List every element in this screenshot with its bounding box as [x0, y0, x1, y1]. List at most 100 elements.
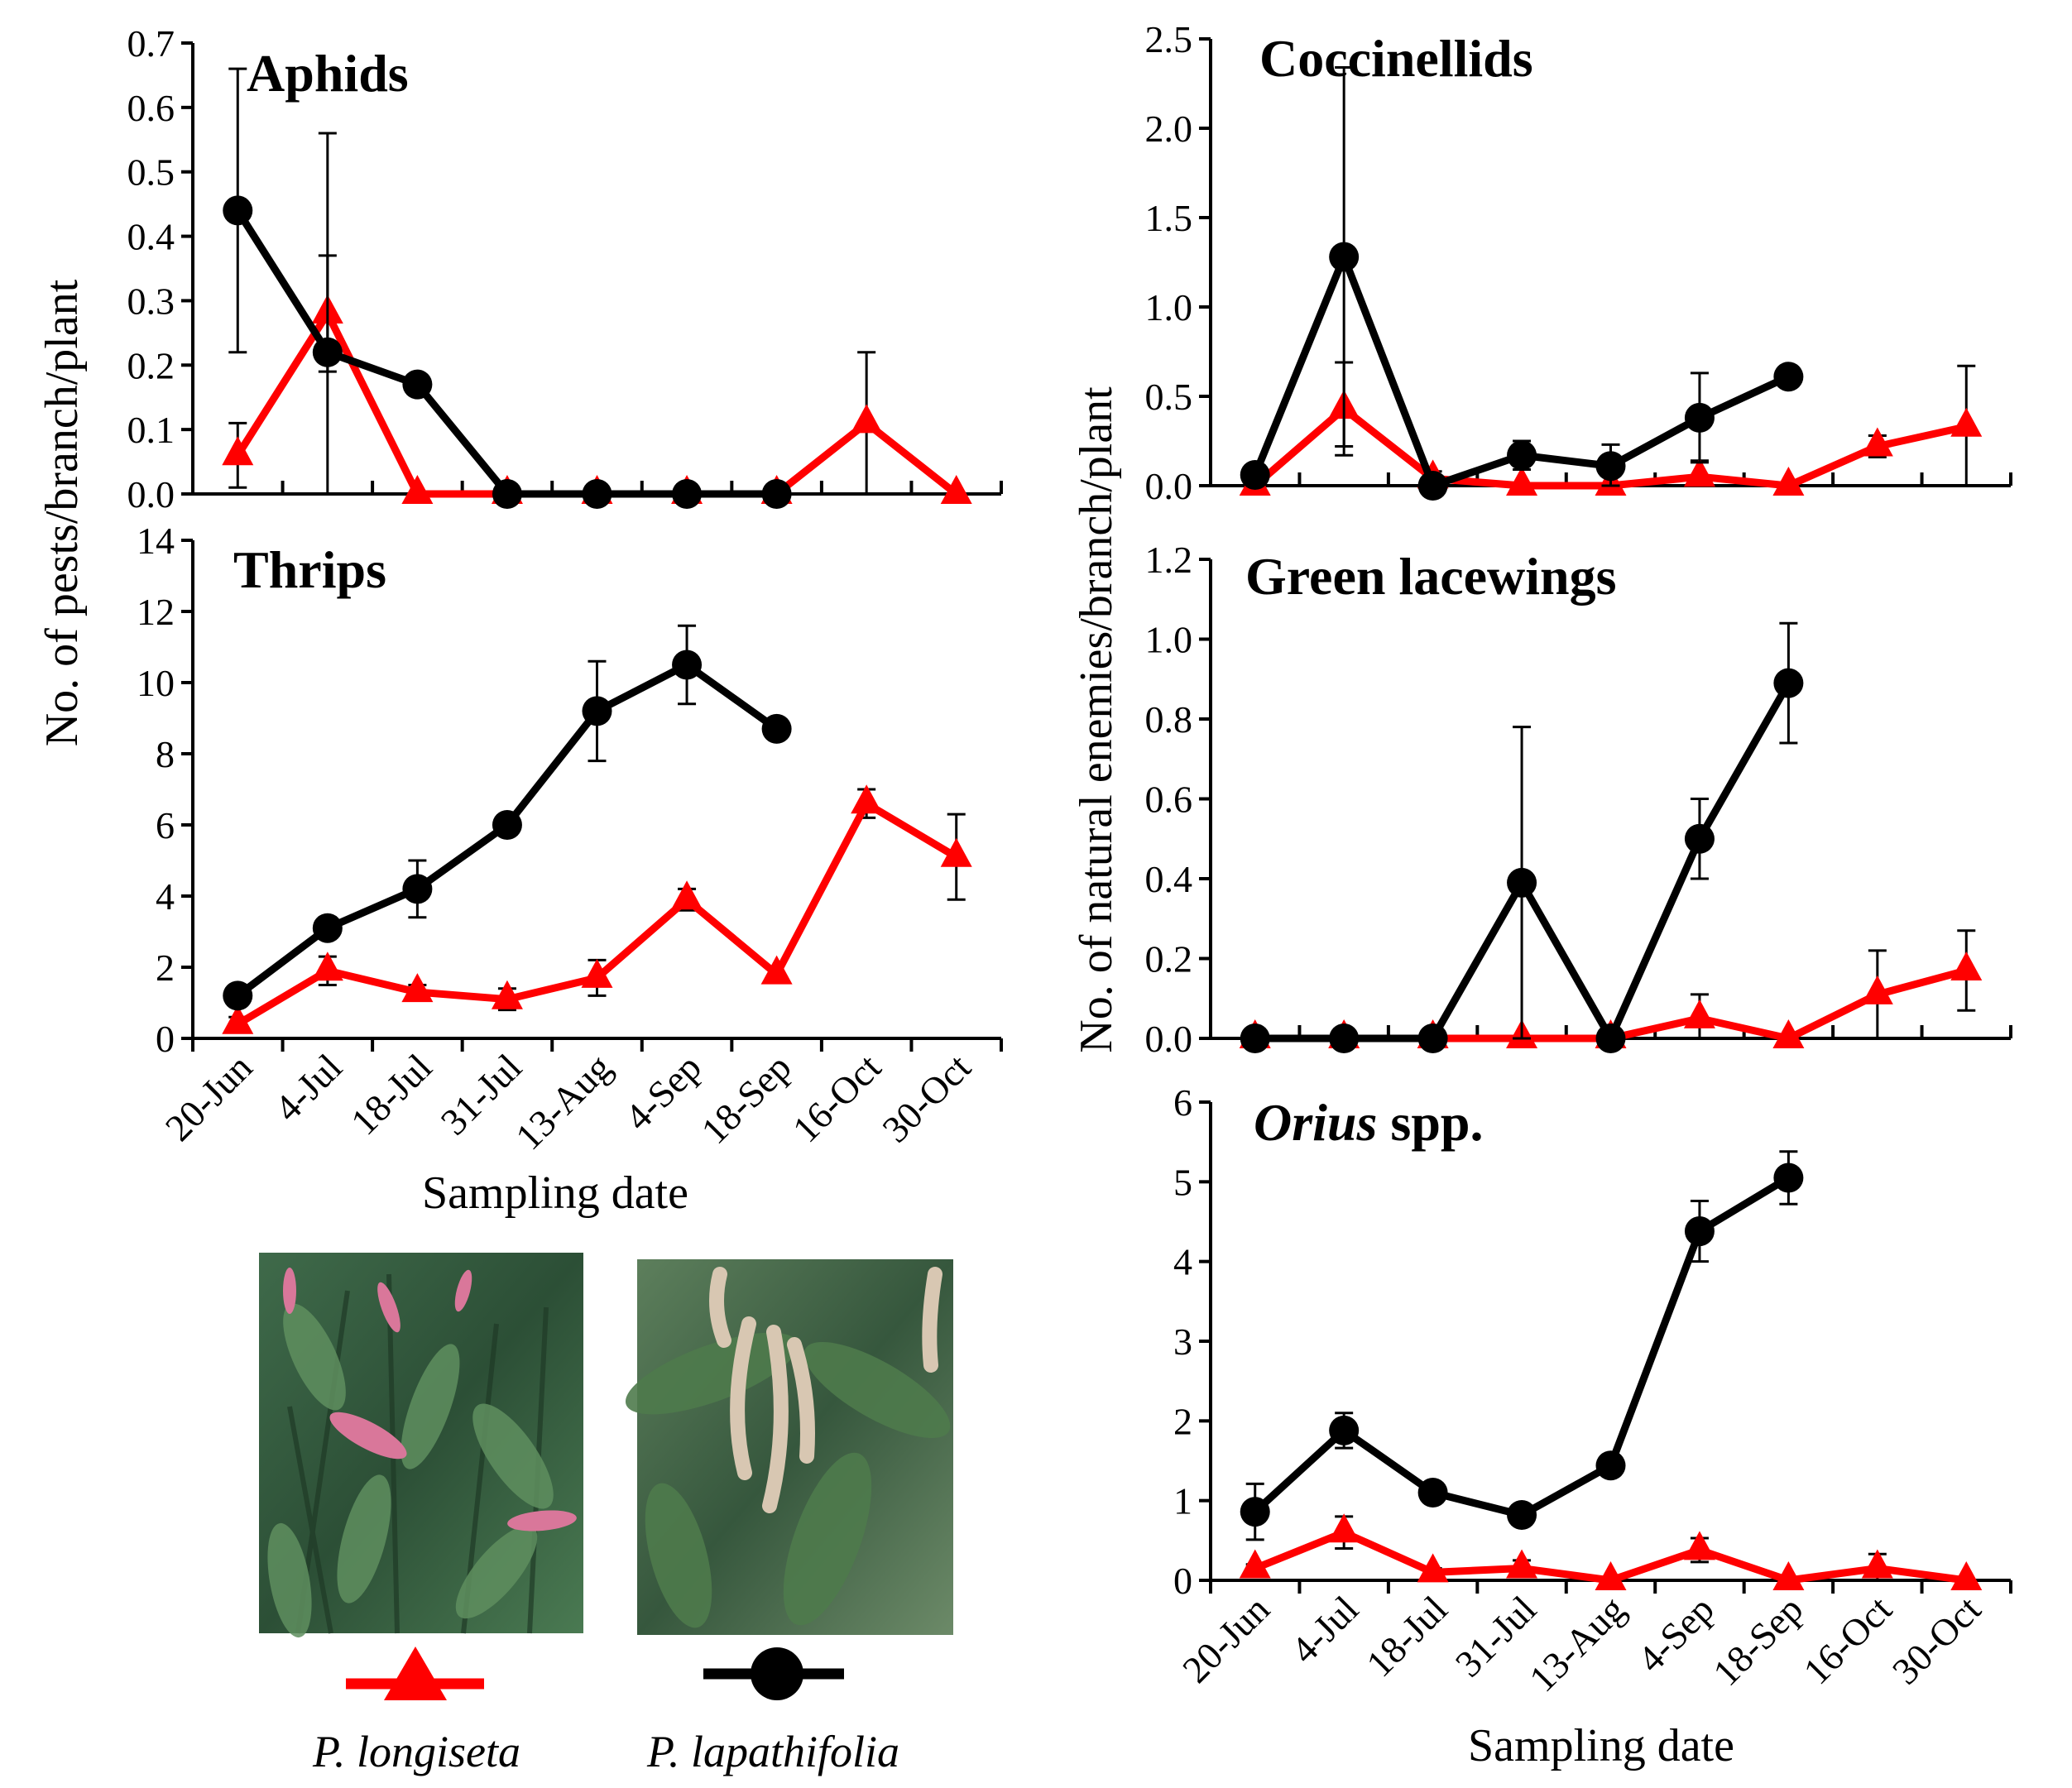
thrips-point-p-longiseta — [760, 955, 793, 985]
orius-point-p-longiseta — [1861, 1549, 1893, 1579]
aphids-y-tick-label: 0.7 — [127, 22, 175, 65]
thrips-point-p-longiseta — [401, 973, 434, 1003]
panel-title-orius-genus: Orius — [1254, 1093, 1377, 1152]
legend-label-p-longiseta: P. longiseta — [312, 1727, 520, 1776]
lacewings-point-p-lapathifolia — [1240, 1023, 1270, 1053]
aphids-y-tick-label: 0.1 — [127, 409, 175, 451]
thrips-point-p-lapathifolia — [223, 980, 253, 1011]
coccinellids-point-p-longiseta — [1772, 467, 1805, 496]
aphids-point-p-lapathifolia — [761, 479, 792, 509]
thrips-point-p-lapathifolia — [672, 650, 703, 680]
legend: P. longiseta P. lapathifolia — [312, 1647, 899, 1776]
aphids-point-p-longiseta — [401, 475, 434, 504]
orius-point-p-longiseta — [1328, 1513, 1360, 1543]
orius-point-p-longiseta — [1239, 1549, 1271, 1579]
panel-coccinellids: 0.0 0.5 1.0 1.5 2.0 2.5 — [1145, 18, 2012, 507]
orius-point-p-longiseta — [1506, 1549, 1538, 1579]
lacewings-y-tick-label: 0.0 — [1145, 1018, 1193, 1060]
orius-y-tick-label: 2 — [1173, 1400, 1192, 1442]
thrips-x-tick-label: 18-Jul — [343, 1046, 439, 1143]
panel-title-lacewings: Green lacewings — [1245, 547, 1617, 606]
aphids-point-p-lapathifolia — [672, 479, 703, 509]
lacewings-point-p-longiseta — [1772, 1019, 1805, 1048]
legend-item-p-longiseta: P. longiseta — [312, 1647, 520, 1776]
orius-point-p-lapathifolia — [1684, 1216, 1715, 1247]
thrips-y-tick-label: 14 — [137, 520, 175, 562]
coccinellids-point-p-longiseta — [1950, 407, 1983, 437]
thrips-x-tick-label: 4-Jul — [266, 1046, 350, 1129]
lacewings-point-p-lapathifolia — [1507, 867, 1537, 898]
panel-title-coccinellids: Coccinellids — [1259, 29, 1533, 88]
aphids-point-p-longiseta — [851, 404, 883, 434]
aphids-series-p-lapathifolia — [223, 67, 792, 509]
orius-point-p-lapathifolia — [1507, 1500, 1537, 1531]
thrips-point-p-lapathifolia — [402, 874, 433, 904]
orius-y-tick-label: 4 — [1173, 1241, 1192, 1283]
thrips-x-tick-label: 20-Jun — [157, 1046, 261, 1149]
lacewings-y-tick-label: 0.2 — [1145, 938, 1193, 980]
coccinellids-y-tick-label: 2.5 — [1145, 18, 1193, 60]
left-x-axis-title: Sampling date — [422, 1167, 688, 1219]
lacewings-y-tick-label: 0.4 — [1145, 858, 1193, 900]
lacewings-point-p-lapathifolia — [1329, 1023, 1360, 1053]
thrips-y-tick-label: 8 — [156, 733, 175, 775]
orius-x-tick-label: 4-Jul — [1283, 1588, 1366, 1671]
coccinellids-point-p-lapathifolia — [1507, 440, 1537, 471]
orius-point-p-longiseta — [1772, 1561, 1805, 1590]
coccinellids-series-p-lapathifolia — [1240, 66, 1804, 501]
lacewings-point-p-lapathifolia — [1417, 1023, 1448, 1053]
thrips-y-tick-label: 6 — [156, 804, 175, 846]
orius-x-tick-label: 18-Sep — [1705, 1588, 1811, 1694]
aphids-point-p-lapathifolia — [492, 479, 522, 509]
thrips-point-p-longiseta — [851, 784, 883, 814]
thrips-x-tick-label: 18-Sep — [693, 1046, 799, 1152]
thrips-y-tick-label: 4 — [156, 875, 175, 918]
lacewings-y-tick-label: 0.6 — [1145, 779, 1193, 821]
thrips-point-p-longiseta — [222, 1004, 254, 1034]
coccinellids-point-p-longiseta — [1861, 427, 1893, 457]
orius-y-tick-label: 0 — [1173, 1560, 1192, 1602]
lacewings-point-p-longiseta — [1683, 999, 1715, 1028]
thrips-point-p-lapathifolia — [312, 913, 343, 943]
panel-title-orius-suffix: spp. — [1377, 1093, 1483, 1152]
thrips-point-p-longiseta — [311, 952, 343, 981]
thrips-y-tick-label: 2 — [156, 947, 175, 989]
aphids-point-p-longiseta — [222, 436, 254, 466]
aphids-point-p-lapathifolia — [312, 337, 343, 367]
aphids-point-p-lapathifolia — [223, 195, 253, 226]
orius-point-p-lapathifolia — [1595, 1450, 1626, 1481]
thrips-y-tick-label: 12 — [137, 591, 175, 633]
lacewings-series-p-lapathifolia — [1240, 621, 1804, 1053]
lacewings-point-p-longiseta — [1861, 975, 1893, 1004]
coccinellids-y-tick-label: 1.5 — [1145, 197, 1193, 239]
thrips-point-p-longiseta — [491, 980, 523, 1009]
coccinellids-y-tick-label: 2.0 — [1145, 108, 1193, 150]
orius-x-tick-label: 16-Oct — [1796, 1588, 1901, 1693]
panel-title-thrips: Thrips — [233, 540, 386, 599]
coccinellids-point-p-lapathifolia — [1773, 362, 1804, 392]
aphids-series-p-longiseta — [222, 254, 972, 504]
thrips-x-tick-label: 16-Oct — [784, 1046, 890, 1151]
aphids-y-tick-label: 0.5 — [127, 151, 175, 194]
orius-x-tick-label: 13-Aug — [1521, 1588, 1633, 1699]
orius-y-tick-label: 6 — [1173, 1081, 1192, 1124]
thrips-point-p-lapathifolia — [582, 696, 612, 726]
coccinellids-point-p-lapathifolia — [1240, 460, 1270, 491]
aphids-point-p-longiseta — [940, 475, 972, 504]
thrips-y-tick-label: 0 — [156, 1018, 175, 1060]
orius-point-p-longiseta — [1595, 1561, 1627, 1590]
coccinellids-point-p-lapathifolia — [1684, 402, 1715, 433]
aphids-y-tick-label: 0.4 — [127, 216, 175, 258]
thrips-point-p-longiseta — [671, 880, 703, 910]
orius-point-p-lapathifolia — [1240, 1497, 1270, 1527]
coccinellids-y-tick-label: 0.0 — [1145, 465, 1193, 507]
orius-point-p-longiseta — [1417, 1553, 1449, 1583]
orius-point-p-lapathifolia — [1773, 1162, 1804, 1193]
lacewings-y-tick-label: 0.8 — [1145, 698, 1193, 741]
orius-x-tick-label: 18-Jul — [1358, 1588, 1455, 1685]
orius-point-p-lapathifolia — [1417, 1478, 1448, 1508]
thrips-series-p-lapathifolia — [223, 624, 792, 1011]
photo-p-lapathifolia — [625, 1259, 953, 1635]
